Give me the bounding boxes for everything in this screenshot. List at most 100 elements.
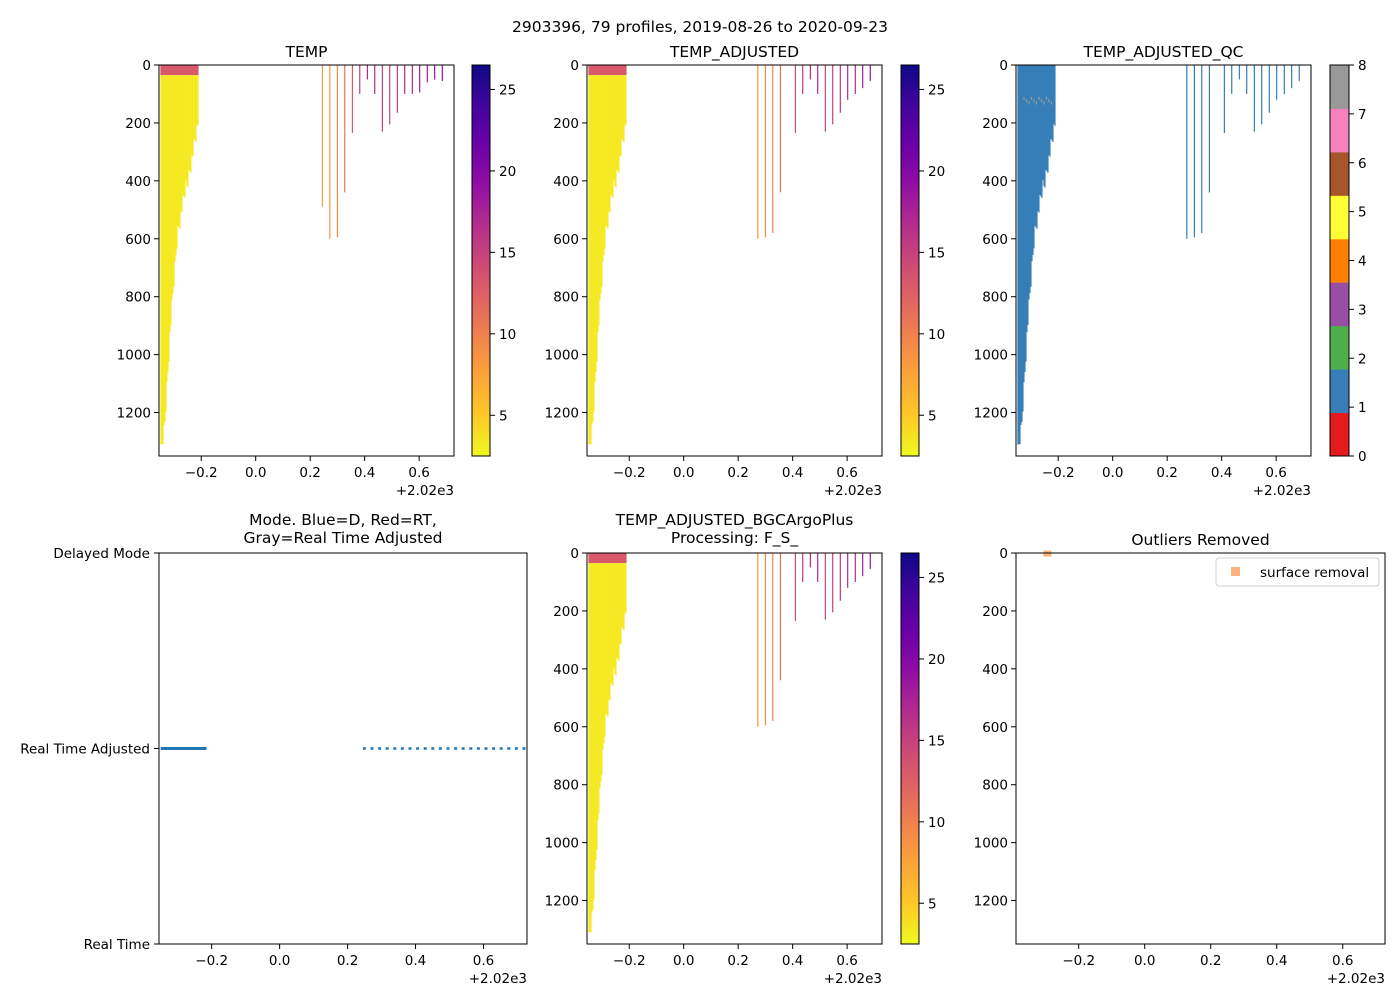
profile-column-deep [608, 75, 610, 212]
profile-column-surface [617, 553, 619, 564]
x-tick-label: 0.4 [782, 465, 803, 481]
panel-title: Mode. Blue=D, Red=RT, [249, 511, 437, 529]
profile-column [1032, 65, 1034, 255]
qc-flag-speck [1040, 99, 1043, 103]
profile-column-surface [597, 553, 599, 564]
profile-column-deep [596, 563, 598, 850]
colorbar-tick-label: 25 [499, 82, 516, 98]
profile-column [1035, 65, 1037, 228]
profile-column-surface [602, 65, 604, 76]
profile-column-surface [176, 65, 178, 76]
legend-box [1215, 557, 1380, 587]
x-tick-label: −0.2 [613, 465, 646, 481]
profile-column-deep [622, 563, 624, 629]
y-tick-label: 600 [553, 232, 579, 248]
profile-column-deep [603, 563, 605, 743]
x-tick-label: 0.0 [1102, 465, 1123, 481]
qc-flag-speck [1038, 96, 1040, 100]
axes-frame [1015, 64, 1312, 457]
profile-column-surface [619, 65, 621, 76]
profile-column-surface [625, 553, 627, 564]
dense-profiles [588, 553, 627, 933]
profile-column-deep [174, 75, 176, 262]
profile-column-deep [603, 75, 605, 255]
panel-title: TEMP_ADJUSTED_QC [1083, 43, 1244, 62]
profile-column-surface [620, 553, 622, 564]
profile-column-deep [607, 563, 609, 717]
profile-column-surface [622, 65, 624, 76]
colorbar-segment [1330, 238, 1349, 283]
profile-column [1027, 65, 1029, 325]
profile-column-surface [184, 65, 186, 76]
y-tick-label: 0 [570, 546, 579, 562]
profile-column-surface [613, 65, 615, 76]
dense-profiles [160, 65, 199, 445]
profile-column-surface [610, 553, 612, 564]
profile-column-surface [605, 553, 607, 564]
profile-column-deep [615, 75, 617, 188]
y-tick-label: 200 [553, 604, 579, 620]
colorbar-tick-label: 20 [499, 164, 516, 180]
profile-column-deep [610, 75, 612, 195]
profile-column-surface [607, 65, 609, 76]
profile-column-deep [618, 75, 620, 173]
profile-column-deep [589, 75, 591, 445]
profile-column-deep [170, 75, 172, 325]
x-tick-label: 0.0 [245, 465, 266, 481]
colorbar-segment [1330, 108, 1349, 153]
profile-column [1045, 65, 1047, 170]
colorbar-segment [1330, 369, 1349, 414]
x-tick-label: 0.6 [1265, 465, 1286, 481]
profile-column-surface [194, 65, 196, 76]
panel-title: TEMP_ADJUSTED_BGCArgoPlus [615, 511, 854, 530]
profile-column-surface [171, 65, 173, 76]
qc-flag-speck [1048, 99, 1050, 103]
profile-column-deep [593, 563, 595, 900]
profile-column-deep [613, 75, 615, 181]
profile-column-surface [623, 553, 625, 564]
profile-column-deep [592, 75, 594, 422]
profile-column-surface [196, 65, 198, 76]
profile-column-surface [624, 65, 626, 76]
profile-column-deep [163, 75, 165, 426]
profile-column [1026, 65, 1028, 333]
colorbar-tick-label: 15 [928, 245, 945, 261]
legend-marker [1231, 567, 1240, 576]
profile-column-deep [606, 563, 608, 716]
profile-column-deep [194, 75, 196, 141]
profile-column-surface [593, 65, 595, 76]
profile-column-surface [178, 65, 180, 76]
x-tick-label: 0.0 [673, 465, 694, 481]
profile-column-surface [615, 553, 617, 564]
profile-column-surface [624, 553, 626, 564]
panel-temp: −0.2 0.0 0.2 0.4 0.6 +2.02e3 0 200 400 600 800 1000… [117, 43, 517, 499]
profile-column-deep [182, 75, 184, 195]
colorbar-tick-label: 15 [928, 733, 945, 749]
profile-column-surface [605, 65, 607, 76]
colorbar-tick-label: 5 [928, 896, 937, 912]
panel-title: Outliers Removed [1131, 531, 1269, 549]
colorbar-tick-label: 10 [928, 815, 945, 831]
x-offset-label: +2.02e3 [1327, 971, 1385, 987]
panel-outliers-removed: −0.2 0.0 0.2 0.4 0.6 +2.02e3 0 200 400 600 800 1000… [974, 531, 1386, 987]
x-tick-label: 0.2 [727, 953, 748, 969]
profile-column-deep [618, 563, 620, 661]
profile-column [1054, 65, 1056, 126]
profile-column-surface [596, 553, 598, 564]
axes-frame [586, 552, 883, 945]
profile-column-deep [591, 563, 593, 914]
profile-column-deep [590, 563, 592, 933]
profile-column-surface [608, 553, 610, 564]
qc-flag-speck [1023, 96, 1025, 100]
profile-column-surface [162, 65, 164, 76]
profile-column-surface [590, 65, 592, 76]
colorbar [900, 552, 920, 945]
y-tick-label: 1000 [974, 348, 1008, 364]
profile-column [1042, 65, 1044, 181]
x-offset-label: +2.02e3 [1253, 483, 1311, 499]
profile-column-surface [616, 65, 618, 76]
colorbar-tick-label: 7 [1358, 107, 1367, 123]
y-tick-label: 1200 [974, 894, 1008, 910]
profile-column-deep [624, 75, 626, 125]
profile-column-deep [593, 75, 595, 412]
